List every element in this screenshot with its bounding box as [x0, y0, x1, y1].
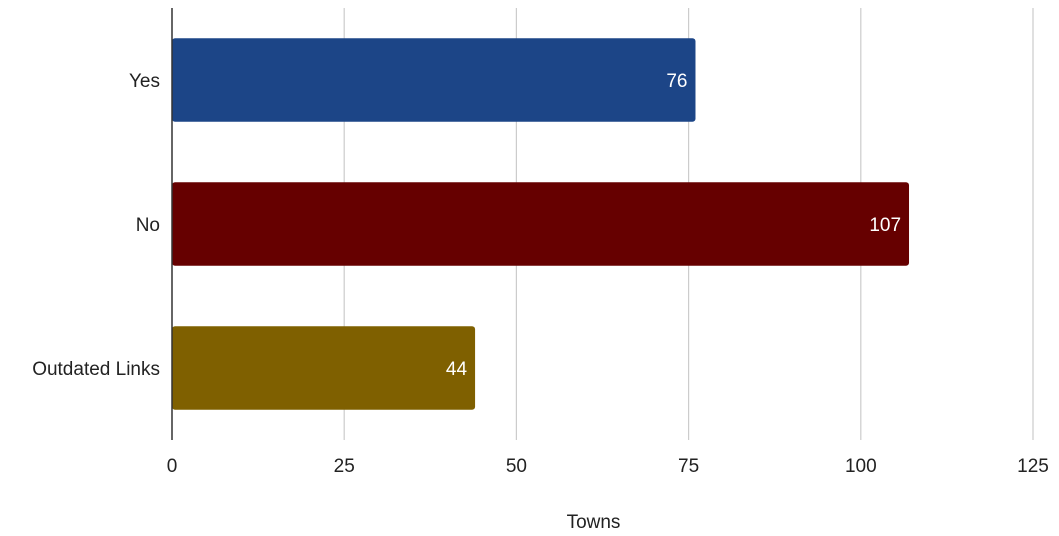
x-tick-label: 100	[845, 456, 877, 477]
x-tick-label: 125	[1017, 456, 1049, 477]
x-tick-label: 25	[334, 456, 355, 477]
bar-yes	[172, 38, 695, 122]
x-tick-labels: 0 25 50 75 100 125	[167, 456, 1049, 477]
x-tick-label: 50	[506, 456, 527, 477]
x-tick-label: 75	[678, 456, 699, 477]
category-label: No	[136, 215, 160, 236]
category-labels: Yes No Outdated Links	[32, 71, 160, 380]
data-label: 44	[446, 359, 468, 380]
category-label: Yes	[129, 71, 160, 92]
bars: 76 107 44	[172, 38, 909, 410]
x-axis-title: Towns	[567, 512, 621, 533]
bar-outdated-links	[172, 326, 475, 410]
bar-no	[172, 182, 909, 266]
data-label: 76	[666, 71, 687, 92]
category-label: Outdated Links	[32, 359, 160, 380]
x-tick-label: 0	[167, 456, 178, 477]
data-label: 107	[869, 215, 901, 236]
